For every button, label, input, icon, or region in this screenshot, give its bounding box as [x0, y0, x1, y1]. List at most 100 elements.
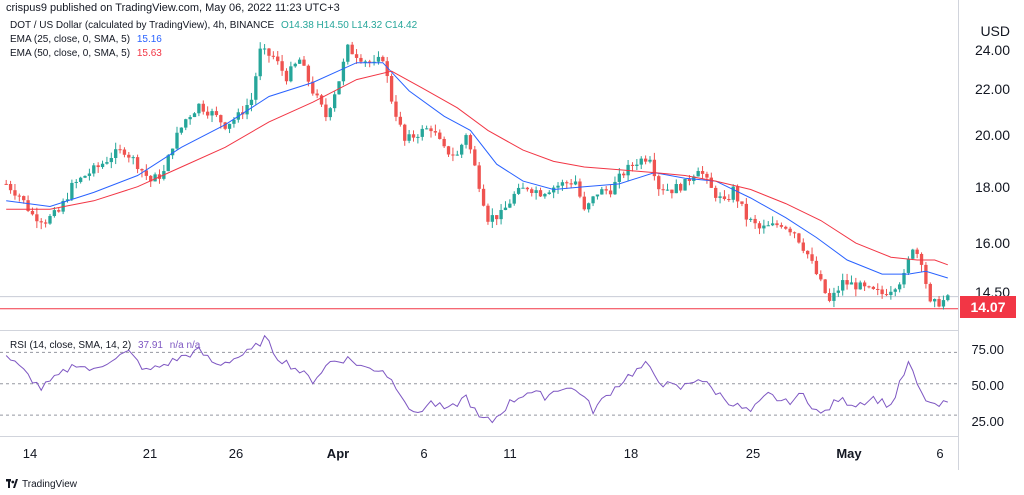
- x-tick-6-apr: 6: [420, 446, 428, 461]
- candle-up: [933, 299, 937, 302]
- candle-down: [525, 187, 530, 190]
- candle-up: [762, 225, 766, 229]
- candle-up: [175, 132, 179, 149]
- candle-up: [595, 194, 600, 197]
- candle-down: [354, 54, 359, 58]
- candle-down: [709, 177, 713, 188]
- candle-up: [328, 108, 332, 118]
- candle-up: [600, 189, 604, 195]
- candle-up: [674, 184, 678, 194]
- candle-up: [188, 117, 192, 120]
- candle-down: [937, 299, 941, 307]
- ema50-line: [6, 70, 948, 266]
- symbol-legend[interactable]: DOT / US Dollar (calculated by TradingVi…: [10, 20, 417, 31]
- price-chart[interactable]: [0, 0, 1024, 470]
- candle-down: [368, 61, 372, 63]
- last-price-tag: 14.07: [960, 296, 1016, 318]
- x-tick-26: 26: [228, 446, 244, 461]
- x-tick-25: 25: [745, 446, 761, 461]
- candle-down: [311, 81, 315, 94]
- candle-up: [179, 127, 184, 133]
- rsi-na: n/a n/a: [169, 340, 201, 351]
- candle-down: [775, 223, 779, 226]
- rsi-legend[interactable]: RSI (14, close, SMA, 14, 2) 37.91 n/a n/…: [10, 340, 200, 351]
- candle-down: [714, 187, 718, 198]
- candle-up: [902, 272, 906, 285]
- candle-up: [455, 154, 459, 156]
- candle-down: [538, 190, 543, 197]
- candle-down: [149, 175, 153, 182]
- candle-down: [140, 169, 144, 171]
- tradingview-footer[interactable]: TradingView: [6, 479, 77, 490]
- candle-down: [403, 124, 407, 141]
- candle-down: [876, 288, 880, 290]
- candle-down: [319, 95, 324, 105]
- pane-divider: [0, 330, 958, 331]
- candle-down: [302, 59, 306, 66]
- candle-down: [486, 205, 490, 222]
- x-tick-21: 21: [142, 446, 158, 461]
- candle-down: [608, 190, 613, 195]
- tradingview-logo-icon: [6, 479, 18, 488]
- candle-down: [127, 154, 131, 158]
- candle-up: [836, 290, 840, 293]
- candle-up: [521, 187, 525, 189]
- candle-up: [184, 119, 188, 128]
- ema25-value: 15.16: [136, 34, 162, 45]
- candle-down: [385, 61, 389, 77]
- candle-up: [941, 300, 946, 307]
- candle-down: [722, 196, 727, 200]
- candle-down: [324, 104, 328, 118]
- candle-down: [271, 55, 276, 57]
- candle-up: [617, 173, 622, 182]
- candle-up: [227, 123, 232, 129]
- candle-down: [880, 289, 884, 295]
- x-tick-apr: Apr: [326, 446, 350, 461]
- candle-down: [810, 254, 814, 261]
- candle-down: [276, 56, 280, 62]
- ema25-line: [6, 62, 948, 279]
- candle-up: [503, 207, 508, 211]
- candle-up: [512, 193, 516, 204]
- candle-down: [381, 56, 385, 62]
- candle-up: [639, 158, 643, 165]
- candle-down: [389, 76, 394, 102]
- x-tick-6-may: 6: [936, 446, 944, 461]
- candle-up: [332, 94, 337, 109]
- candle-down: [438, 132, 442, 139]
- candle-down: [35, 214, 39, 222]
- candle-down: [398, 116, 403, 125]
- ema25-legend[interactable]: EMA (25, close, 0, SMA, 5) 15.16: [10, 34, 162, 45]
- candle-down: [652, 159, 657, 177]
- candle-up: [551, 187, 556, 193]
- x-tick-18: 18: [623, 446, 639, 461]
- candle-up: [665, 189, 670, 191]
- symbol-title: DOT / US Dollar (calculated by TradingVi…: [10, 20, 275, 31]
- candle-up: [766, 225, 770, 227]
- candle-up: [516, 187, 521, 194]
- candle-down: [915, 249, 919, 254]
- candle-down: [805, 250, 810, 255]
- candle-up: [490, 215, 494, 222]
- candle-up: [534, 190, 538, 193]
- candle-up: [131, 157, 135, 159]
- candle-down: [744, 203, 749, 220]
- currency-label: USD: [980, 23, 1010, 39]
- candle-up: [210, 111, 214, 116]
- candle-up: [245, 105, 249, 115]
- candle-up: [109, 157, 113, 163]
- candle-up: [499, 210, 503, 220]
- footer-brand: TradingView: [22, 479, 78, 490]
- candle-down: [884, 294, 889, 296]
- candle-up: [560, 182, 565, 186]
- candle-down: [442, 138, 446, 147]
- candle-down: [495, 215, 499, 220]
- candle-down: [687, 178, 692, 181]
- ema50-legend[interactable]: EMA (50, close, 0, SMA, 5) 15.63: [10, 48, 162, 59]
- publication-info: crispus9 published on TradingView.com, M…: [6, 2, 340, 14]
- candle-down: [219, 115, 223, 123]
- candle-down: [827, 293, 832, 301]
- candle-down: [4, 183, 8, 185]
- candle-down: [801, 242, 805, 251]
- candle-up: [770, 223, 775, 226]
